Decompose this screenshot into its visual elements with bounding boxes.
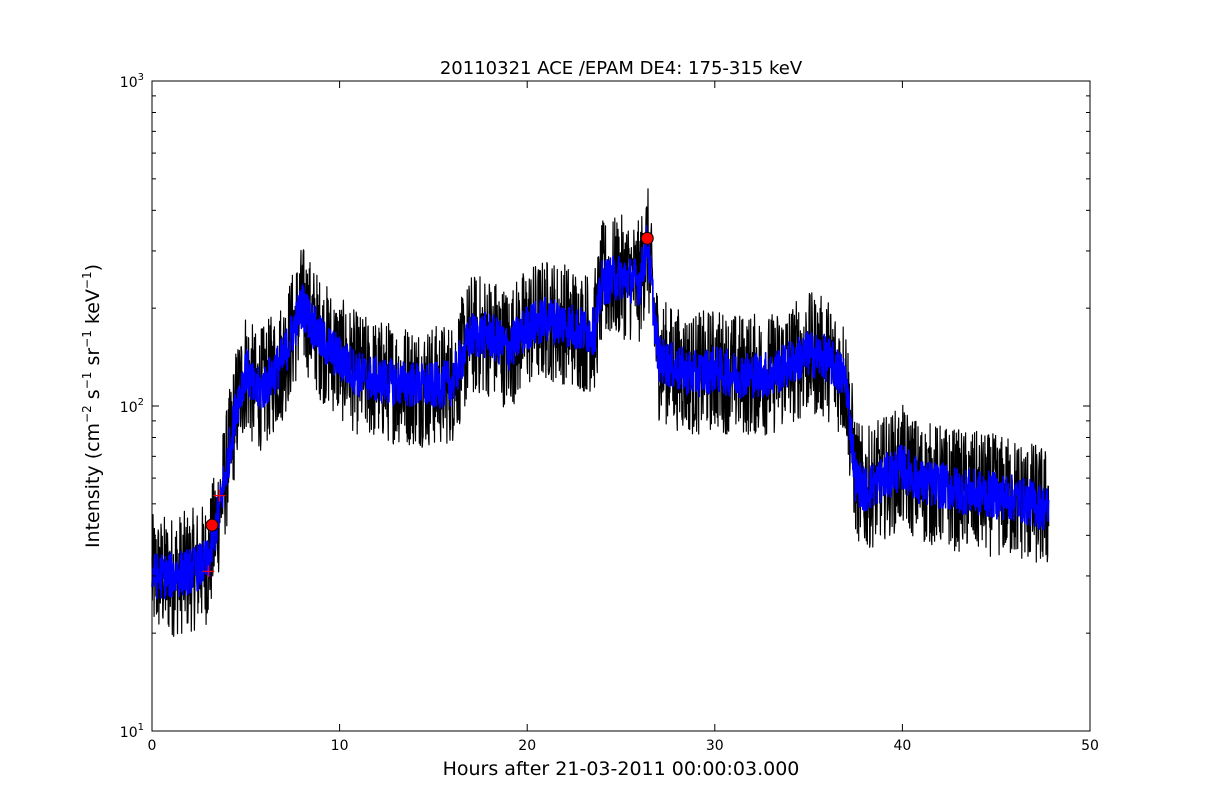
event-markers [202, 231, 654, 578]
marker-circle-1 [640, 231, 654, 245]
x-tick-label: 0 [148, 738, 157, 754]
y-label-sup4: −1 [80, 271, 94, 289]
y-label-mid2: sr [82, 348, 104, 372]
y-tick-label: 101 [120, 722, 144, 741]
x-tick-label: 30 [706, 738, 724, 754]
y-label-suffix: ) [82, 264, 104, 271]
y-tick-label: 102 [120, 397, 144, 416]
marker-plus-3 [213, 489, 226, 502]
marker-circle-0 [205, 518, 219, 532]
x-tick-label: 10 [331, 738, 349, 754]
y-label-sup1: −2 [80, 405, 94, 423]
axis-ticks: 0 10 20 30 40 50 101 102 103 [120, 72, 1099, 754]
y-axis-label: Intensity (cm−2 s−1 sr−1 keV−1) [80, 264, 104, 548]
y-label-mid1: s [82, 389, 104, 405]
smoothed-intensity-line [151, 225, 1050, 600]
x-axis-label: Hours after 21-03-2011 00:00:03.000 [443, 758, 800, 780]
y-label-prefix: Intensity (cm [82, 423, 104, 548]
y-label-mid3: keV [82, 289, 104, 330]
y-tick-label: 103 [120, 72, 144, 91]
marker-plus-2 [202, 565, 215, 578]
y-label-sup3: −1 [80, 330, 94, 348]
x-tick-label: 40 [893, 738, 911, 754]
x-tick-label: 20 [518, 738, 536, 754]
series-smoothed-blue [151, 225, 1050, 600]
y-label-sup2: −1 [80, 372, 94, 390]
chart-title: 20110321 ACE /EPAM DE4: 175-315 keV [440, 58, 803, 79]
x-tick-label: 50 [1081, 738, 1099, 754]
